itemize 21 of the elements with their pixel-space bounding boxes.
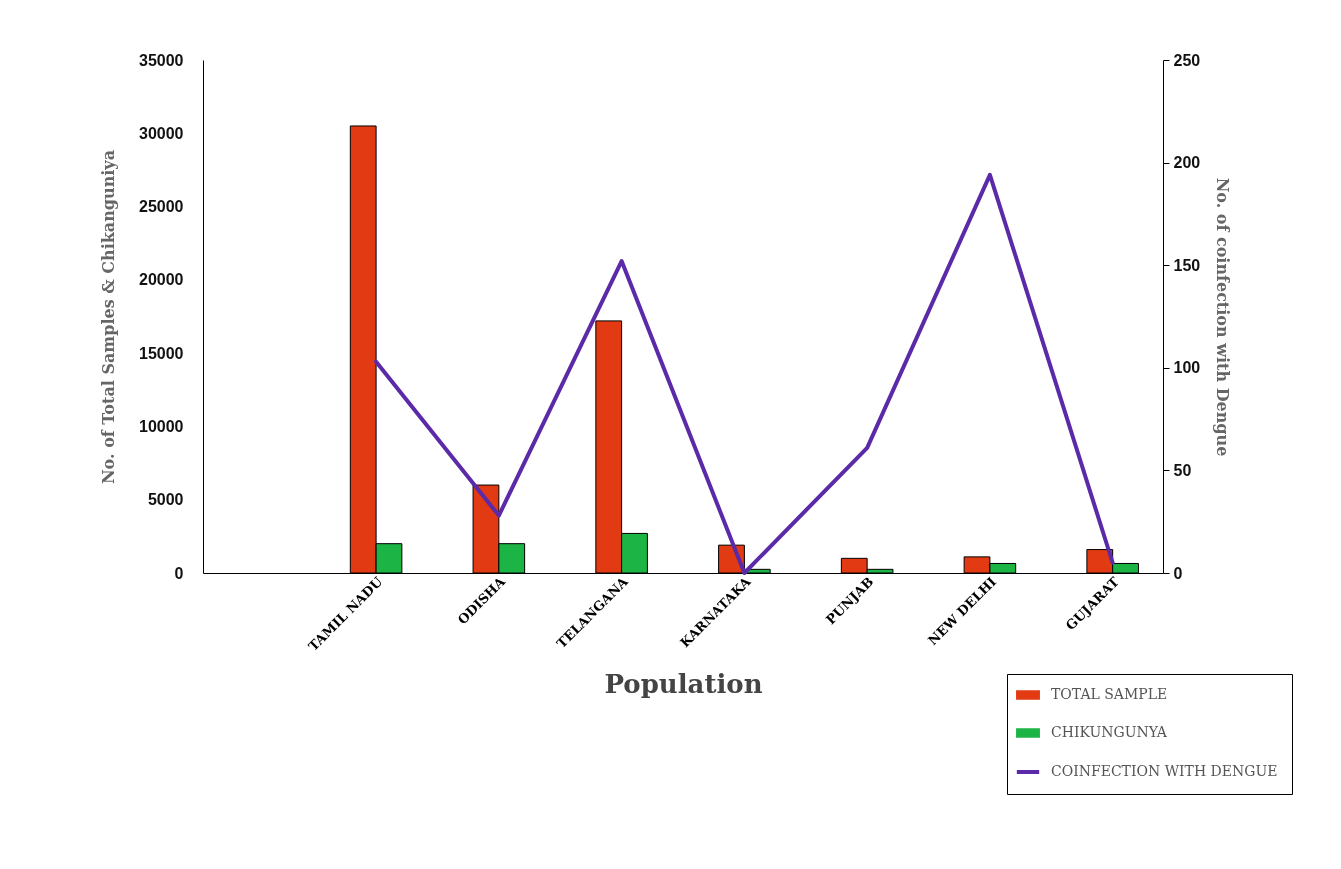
y-axis-title: No. of Total Samples & Chikanguniya: [99, 149, 119, 485]
y-tick-label: 20000: [139, 271, 184, 289]
y2-tick-label: 250: [1173, 51, 1201, 69]
y-tick-label: 30000: [139, 124, 184, 142]
legend-label: COINFECTION WITH DENGUE: [1051, 763, 1278, 779]
y2-tick-label: 50: [1173, 461, 1192, 479]
y2-tick-label: 150: [1173, 256, 1201, 274]
y-tick-label: 25000: [139, 198, 184, 216]
y-tick-label: 10000: [139, 417, 184, 435]
y2-tick-label: 0: [1173, 564, 1183, 582]
y2-tick-label: 200: [1173, 154, 1201, 172]
y2-tick-label: 100: [1173, 359, 1201, 377]
y-tick-label: 35000: [139, 51, 184, 69]
legend-label: CHIKUNGUNYA: [1051, 724, 1168, 740]
legend-label: TOTAL SAMPLE: [1051, 686, 1168, 702]
y-tick-label: 15000: [139, 344, 184, 362]
y2-axis-title: No. of coinfection with Dengue: [1213, 177, 1233, 457]
x-axis-title: Population: [604, 668, 763, 699]
y-tick-label: 5000: [147, 491, 184, 509]
line-series: [374, 172, 1115, 575]
y-tick-label: 0: [174, 564, 184, 582]
